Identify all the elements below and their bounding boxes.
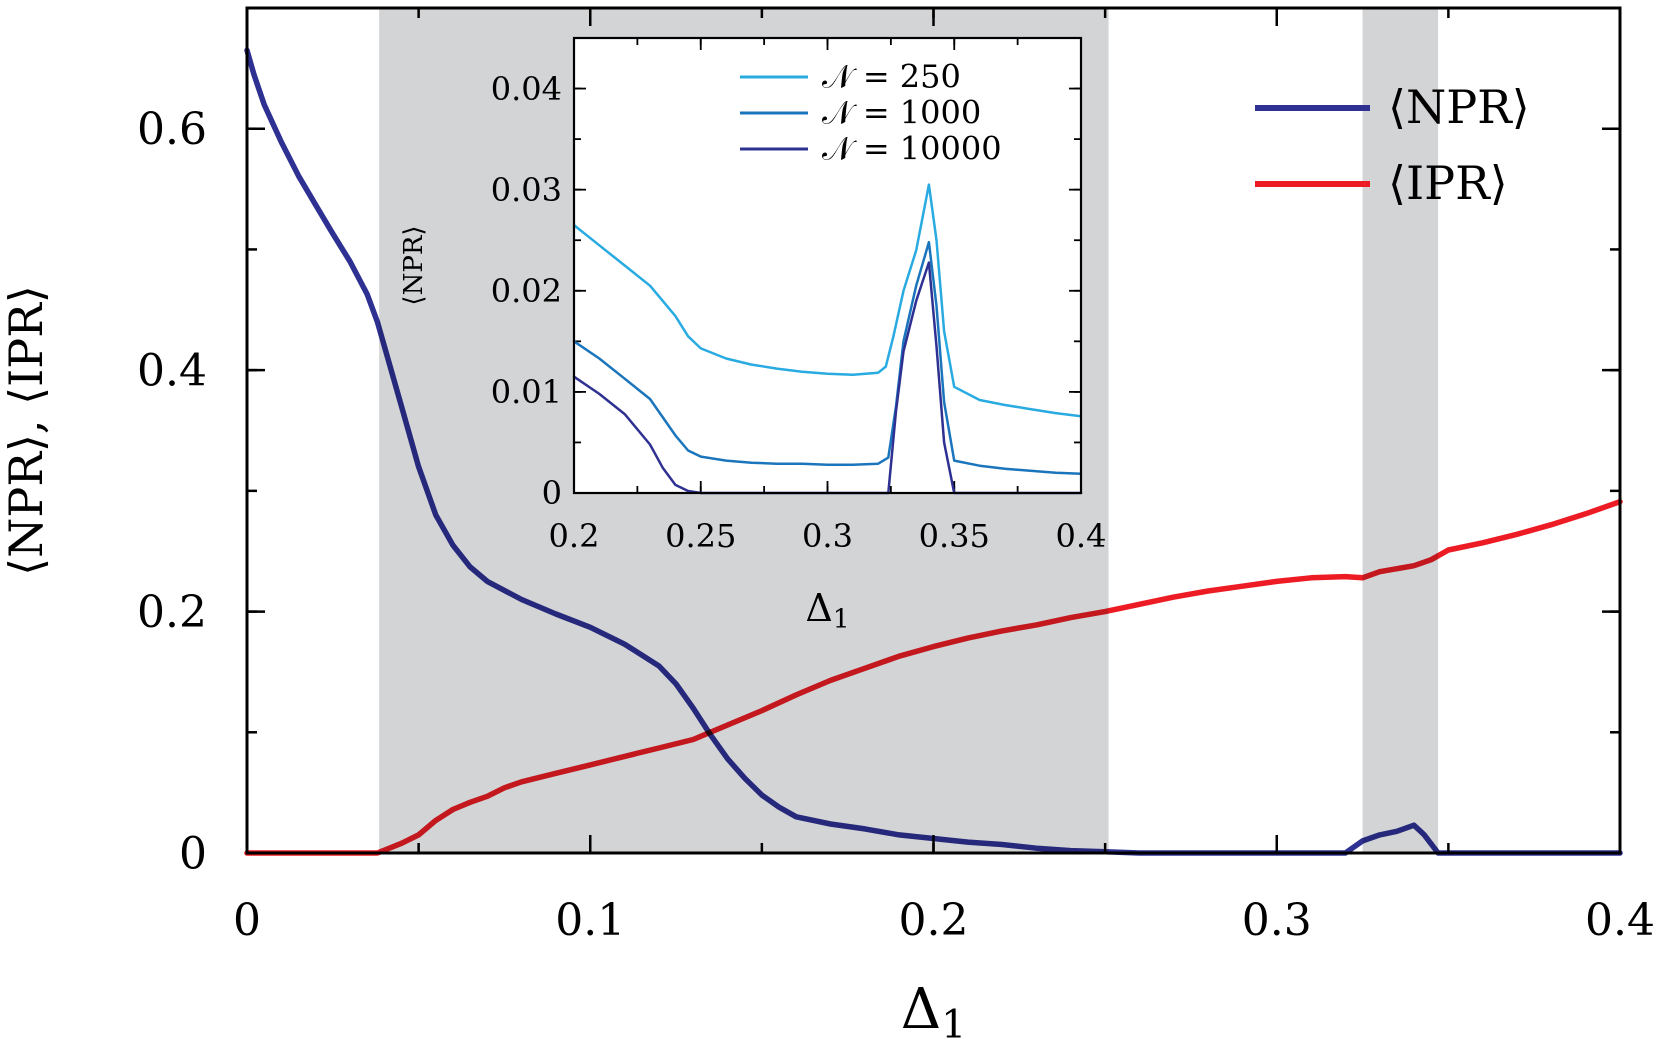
inset-y-tick-label: 0.02	[491, 272, 562, 310]
inset-plot: 0.2 0.25 0.3 0.35 0.4 0 0.01 0.02 0.03 0.04 Δ1 ⟨NPR…	[399, 36, 1107, 635]
main-x-tick-label: 0.3	[1242, 895, 1312, 946]
main-legend: ⟨NPR⟩ ⟨IPR⟩	[1255, 80, 1530, 210]
main-y-tick-label: 0.6	[137, 104, 207, 155]
main-legend-label-0: ⟨NPR⟩	[1388, 80, 1530, 134]
inset-plot-area	[574, 38, 1081, 493]
inset-x-axis-label: Δ1	[805, 586, 849, 635]
inset-legend-label-1: 𝒩 = 1000	[822, 94, 981, 132]
inset-series-line-1	[572, 240, 1083, 476]
inset-x-tick-label: 0.25	[665, 517, 736, 555]
main-legend-label-1: ⟨IPR⟩	[1388, 156, 1508, 210]
inset-y-tick-label: 0.01	[491, 373, 562, 411]
inset-y-tick-label: 0.04	[491, 70, 562, 108]
main-series-line-1	[244, 498, 1623, 856]
main-y-axis-label: ⟨NPR⟩, ⟨IPR⟩	[0, 285, 53, 576]
inset-legend-label-2: 𝒩 = 10000	[822, 130, 1002, 168]
inset-y-tick-label: 0	[542, 474, 562, 512]
main-x-tick-label: 0.1	[555, 895, 625, 946]
main-x-tick-label: 0.4	[1585, 895, 1655, 946]
main-x-axis-label: Δ1	[901, 977, 966, 1048]
inset-legend-label-0: 𝒩 = 250	[822, 58, 961, 96]
main-y-tick-label: 0.2	[137, 587, 207, 638]
inset-x-tick-label: 0.3	[802, 517, 853, 555]
main-shaded-region	[1362, 8, 1439, 853]
inset-x-tick-label: 0.4	[1056, 517, 1107, 555]
inset-series-line-0	[572, 183, 1083, 418]
inset-x-tick-label: 0.35	[919, 517, 990, 555]
main-plot-frame	[245, 6, 1622, 855]
main-x-tick-label: 0	[233, 895, 261, 946]
main-y-tick-label: 0.4	[137, 346, 207, 397]
main-x-tick-label: 0.2	[899, 895, 969, 946]
inset-x-tick-label: 0.2	[549, 517, 600, 555]
main-y-tick-label: 0	[179, 828, 207, 879]
inset-y-axis-label: ⟨NPR⟩	[399, 225, 429, 305]
inset-plot-frame	[572, 36, 1083, 495]
inset-y-tick-label: 0.03	[491, 171, 562, 209]
